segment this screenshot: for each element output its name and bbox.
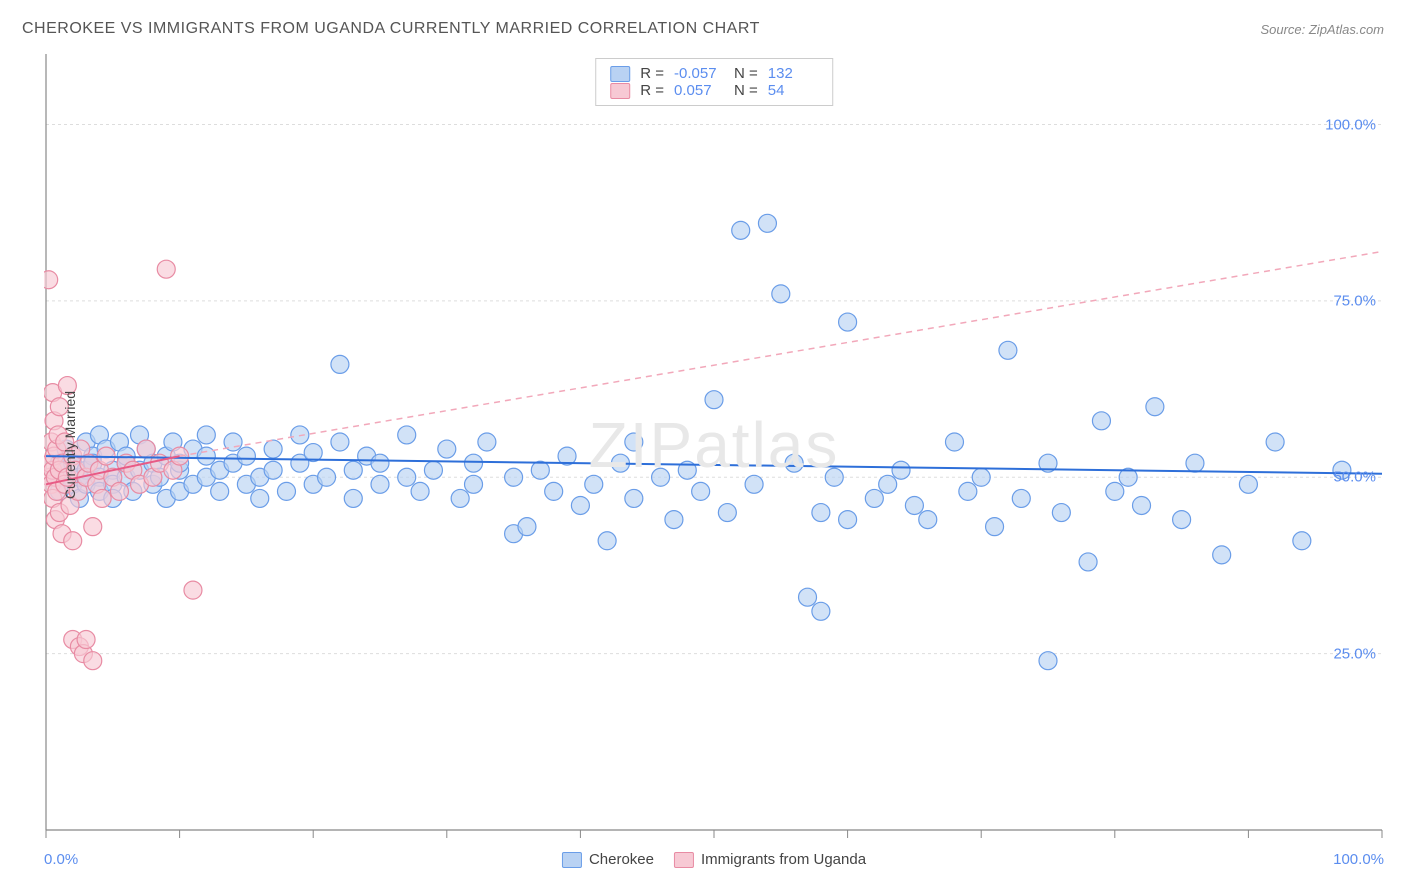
y-axis-label: Currently Married (62, 391, 78, 499)
swatch-uganda (610, 83, 630, 99)
chart-title: CHEROKEE VS IMMIGRANTS FROM UGANDA CURRE… (22, 20, 760, 38)
stat-r-cherokee: -0.057 (674, 65, 724, 82)
y-tick-label: 100.0% (1325, 116, 1376, 133)
stat-r-uganda: 0.057 (674, 82, 724, 99)
stat-label-r: R = (640, 82, 664, 99)
stat-n-uganda: 54 (768, 82, 818, 99)
legend-item-uganda: Immigrants from Uganda (674, 851, 866, 868)
x-axis-max-label: 100.0% (1333, 851, 1384, 868)
stat-n-cherokee: 132 (768, 65, 818, 82)
bottom-legend: Cherokee Immigrants from Uganda (562, 851, 866, 868)
stat-label-r: R = (640, 65, 664, 82)
scatter-chart (44, 50, 1384, 840)
y-tick-label: 75.0% (1333, 292, 1376, 309)
source-label: Source: ZipAtlas.com (1260, 22, 1384, 37)
legend-swatch-uganda (674, 852, 694, 868)
correlation-stats-box: R = -0.057 N = 132 R = 0.057 N = 54 (595, 58, 833, 106)
legend-label-cherokee: Cherokee (589, 851, 654, 868)
legend-label-uganda: Immigrants from Uganda (701, 851, 866, 868)
stat-row-cherokee: R = -0.057 N = 132 (610, 65, 818, 82)
y-tick-label: 25.0% (1333, 645, 1376, 662)
x-axis-min-label: 0.0% (44, 851, 78, 868)
stat-label-n: N = (734, 65, 758, 82)
legend-item-cherokee: Cherokee (562, 851, 654, 868)
chart-container: Currently Married ZIPatlas R = -0.057 N … (44, 50, 1384, 840)
stat-row-uganda: R = 0.057 N = 54 (610, 82, 818, 99)
legend-swatch-cherokee (562, 852, 582, 868)
stat-label-n: N = (734, 82, 758, 99)
swatch-cherokee (610, 66, 630, 82)
y-tick-label: 50.0% (1333, 469, 1376, 486)
